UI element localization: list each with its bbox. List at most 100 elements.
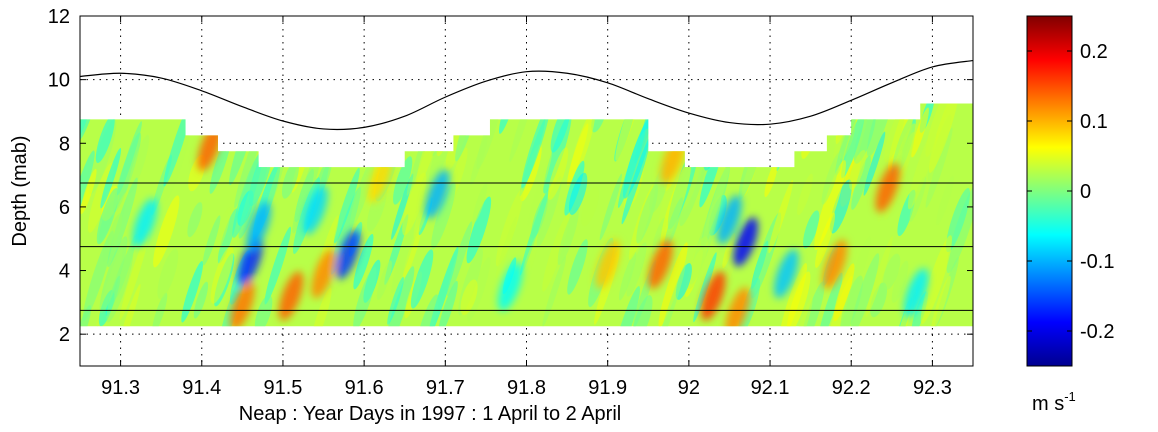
velocity-anomaly: [246, 201, 271, 251]
y-axis-label: Depth (mab): [9, 135, 31, 246]
velocity-streak: [786, 271, 811, 327]
velocity-streak: [106, 248, 134, 323]
velocity-streak: [928, 103, 960, 173]
velocity-streak: [542, 255, 567, 327]
velocity-streak: [127, 134, 150, 194]
velocity-anomaly: [230, 280, 255, 327]
velocity-streak: [792, 297, 813, 327]
velocity-streak: [821, 152, 841, 205]
velocity-anomaly: [424, 169, 450, 219]
velocity-streak: [891, 260, 909, 303]
velocity-streak: [254, 294, 273, 327]
velocity-streak: [686, 236, 708, 290]
velocity-streak: [210, 245, 234, 304]
velocity-streak: [865, 236, 893, 318]
velocity-streak: [100, 148, 122, 209]
velocity-streak: [883, 253, 901, 291]
y-tick-label: 10: [48, 70, 70, 92]
velocity-streak: [393, 156, 413, 205]
velocity-anomaly: [278, 271, 304, 321]
velocity-streak: [617, 122, 647, 208]
x-tick-label: 91.6: [345, 377, 384, 399]
velocity-streak: [310, 287, 332, 327]
velocity-streak: [618, 251, 637, 301]
velocity-streak: [353, 233, 374, 290]
velocity-streak: [107, 177, 138, 268]
velocity-anomaly: [822, 239, 848, 289]
velocity-streak: [547, 147, 569, 200]
velocity-streak: [931, 275, 951, 327]
velocity-streak: [675, 263, 692, 300]
velocity-streak: [581, 186, 600, 227]
y-tick-label: 4: [59, 261, 70, 283]
velocity-streak: [467, 257, 491, 322]
x-tick-label: 91.5: [263, 377, 302, 399]
velocity-streak: [470, 135, 488, 186]
velocity-anomaly: [335, 230, 361, 280]
velocity-streak: [909, 176, 927, 222]
velocity-anomaly: [595, 239, 620, 289]
y-tick-label: 8: [59, 133, 70, 155]
x-tick-label: 92.2: [832, 377, 871, 399]
velocity-streak: [387, 276, 404, 325]
velocity-streak: [402, 172, 427, 236]
velocity-streak: [416, 294, 439, 327]
velocity-streak: [567, 239, 588, 295]
velocity-streak: [702, 157, 732, 243]
reference-depth-lines: [80, 182, 973, 311]
velocity-streak: [512, 232, 540, 311]
velocity-streak: [722, 232, 736, 269]
velocity-streak: [840, 275, 863, 327]
velocity-streak: [870, 282, 888, 318]
velocity-anomaly: [700, 271, 726, 321]
velocity-streak: [621, 136, 651, 225]
velocity-streak: [217, 208, 238, 264]
velocity-streak: [527, 152, 552, 227]
velocity-streak: [80, 150, 95, 228]
velocity-streak: [193, 281, 209, 319]
velocity-streak: [764, 160, 779, 198]
velocity-anomaly: [303, 185, 328, 235]
velocity-streak: [884, 109, 905, 163]
colorbar-tick-label: 0.2: [1080, 41, 1108, 63]
velocity-anomaly: [774, 249, 799, 299]
velocity-streak: [841, 111, 865, 179]
velocity-streak: [626, 242, 647, 297]
velocity-anomaly: [132, 198, 158, 248]
velocity-streak: [438, 280, 458, 327]
x-tick-label: 91.7: [426, 377, 465, 399]
velocity-streak: [353, 267, 377, 327]
velocity-streak: [656, 264, 686, 327]
velocity-streak: [117, 121, 142, 196]
x-tick-label: 91.3: [101, 377, 140, 399]
velocity-streak: [163, 103, 193, 187]
velocity-streak: [446, 221, 473, 297]
velocity-anomaly: [648, 239, 673, 289]
velocity-streak: [292, 145, 323, 234]
velocity-streak: [264, 156, 286, 216]
velocity-streak: [460, 279, 478, 316]
velocity-streak: [833, 263, 855, 322]
velocity-streak: [157, 248, 179, 300]
velocity-streak: [849, 149, 867, 190]
velocity-streak: [509, 103, 537, 163]
colorbar-unit-base: m s: [1032, 393, 1064, 415]
velocity-streak: [181, 261, 204, 323]
colorbar: [1026, 15, 1073, 367]
velocity-streak: [920, 235, 953, 324]
velocity-streak: [936, 175, 954, 226]
velocity-streak: [815, 212, 836, 268]
velocity-streak: [495, 216, 517, 279]
velocity-streak: [238, 152, 269, 239]
y-tick-label: 6: [59, 197, 70, 219]
velocity-streak: [410, 249, 434, 309]
velocity-anomaly: [725, 287, 750, 327]
velocity-streak: [153, 195, 180, 268]
velocity-streak: [391, 206, 422, 294]
velocity-streak: [96, 187, 119, 245]
colorbar-tick-label: -0.1: [1080, 251, 1114, 273]
velocity-streak: [431, 182, 456, 249]
velocity-streak: [853, 108, 876, 164]
x-tick-label: 92.1: [751, 377, 790, 399]
